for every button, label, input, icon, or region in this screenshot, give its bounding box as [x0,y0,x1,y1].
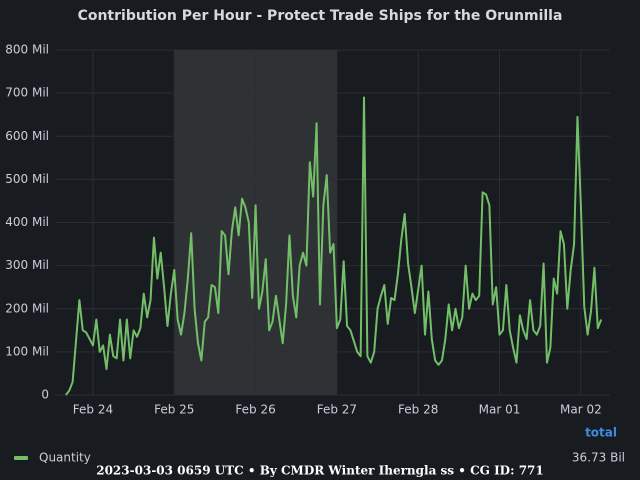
y-tick-label: 200 Mil [5,301,49,315]
y-tick-label: 500 Mil [5,172,49,186]
y-tick-label: 100 Mil [5,344,49,358]
footer: 2023-03-03 0659 UTC • By CMDR Winter Ihe… [96,464,544,478]
x-tick-label: Mar 01 [479,403,521,417]
y-tick-label: 300 Mil [5,258,49,272]
x-tick-label: Feb 28 [398,403,438,417]
chart-title: Contribution Per Hour - Protect Trade Sh… [78,8,563,24]
x-tick-label: Feb 24 [73,403,113,417]
x-tick-label: Feb 27 [317,403,357,417]
x-tick-label: Mar 02 [560,403,602,417]
y-tick-label: 0 [41,388,49,402]
legend-total: 36.73 Bil [572,451,625,465]
y-tick-label: 600 Mil [5,129,49,143]
y-tick-label: 800 Mil [5,43,49,57]
legend-swatch [14,456,28,460]
x-tick-label: Feb 26 [235,403,275,417]
line-series [65,96,603,396]
y-tick-label: 700 Mil [5,86,49,100]
y-tick-label: 400 Mil [5,215,49,229]
legend-label: Quantity [39,451,91,465]
legend-header: total [585,426,617,440]
x-tick-label: Feb 25 [154,403,194,417]
